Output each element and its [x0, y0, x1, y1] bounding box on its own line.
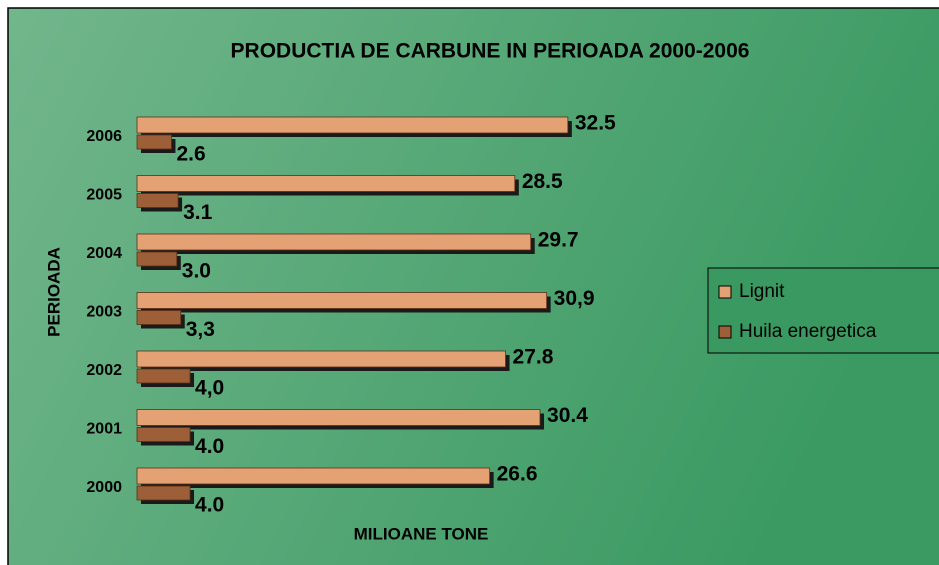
data-label: 32.5	[575, 112, 616, 135]
data-label: 2.6	[176, 143, 205, 166]
bar	[136, 175, 516, 192]
data-label: 4.0	[195, 494, 224, 517]
bar	[136, 233, 532, 251]
data-label: 4.0	[195, 435, 224, 458]
y-tick-label: 2005	[86, 187, 122, 204]
bar	[136, 427, 191, 442]
y-tick-label: 2006	[86, 128, 122, 145]
bar	[136, 368, 191, 384]
data-label: 3.1	[183, 201, 213, 224]
y-tick-label: 2004	[86, 245, 122, 262]
data-label: 29.7	[538, 229, 579, 252]
y-tick-label: 2002	[86, 362, 122, 379]
data-label: 27.8	[513, 346, 554, 369]
bar	[136, 350, 506, 368]
legend-swatch	[718, 285, 732, 299]
data-label: 4,0	[195, 377, 224, 400]
bar	[136, 116, 569, 134]
bar	[136, 409, 541, 426]
y-tick-label: 2003	[86, 304, 122, 321]
x-axis-label: MILIOANE TONE	[354, 524, 489, 543]
bar	[136, 134, 172, 150]
data-label: 3,3	[186, 318, 215, 341]
data-label: 26.6	[497, 463, 538, 486]
chart-title: PRODUCTIA DE CARBUNE IN PERIOADA 2000-20…	[231, 40, 750, 63]
bar	[136, 310, 182, 325]
legend-swatch	[718, 325, 732, 339]
y-tick-label: 2000	[86, 479, 122, 496]
bar	[136, 193, 179, 208]
bar	[136, 251, 178, 267]
bar	[136, 485, 191, 501]
data-label: 28.5	[522, 170, 563, 193]
bar	[136, 467, 491, 485]
legend-label: Huila energetica	[739, 321, 877, 342]
legend-box	[707, 267, 939, 354]
y-tick-label: 2001	[86, 421, 122, 438]
legend-label: Lignit	[739, 281, 785, 302]
bar	[136, 292, 548, 309]
data-label: 3.0	[182, 260, 211, 283]
data-label: 30,9	[554, 287, 595, 310]
data-label: 30.4	[547, 404, 588, 427]
y-axis-label: PERIOADA	[44, 247, 63, 337]
